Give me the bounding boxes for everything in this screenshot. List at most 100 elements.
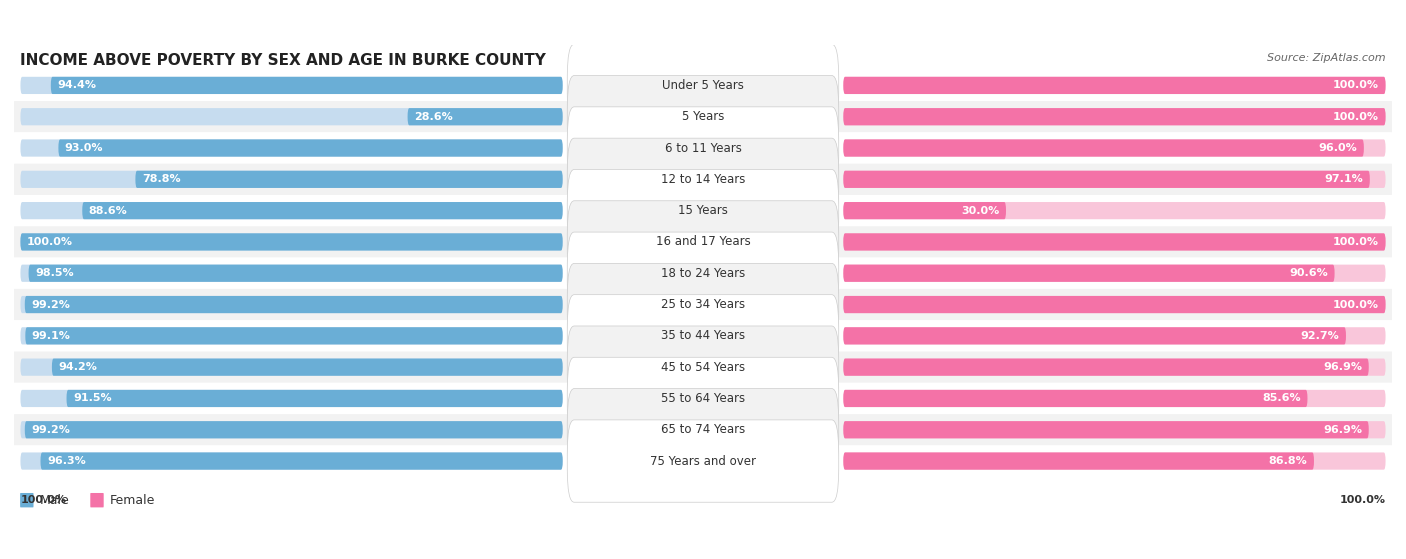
Text: 86.8%: 86.8% (1268, 456, 1308, 466)
FancyBboxPatch shape (844, 170, 1385, 188)
FancyBboxPatch shape (51, 77, 562, 94)
Text: 100.0%: 100.0% (1333, 237, 1379, 247)
Text: 96.3%: 96.3% (46, 456, 86, 466)
Text: 98.5%: 98.5% (35, 268, 73, 278)
Text: 100.0%: 100.0% (1333, 80, 1379, 91)
FancyBboxPatch shape (21, 233, 562, 250)
FancyBboxPatch shape (21, 296, 562, 313)
FancyBboxPatch shape (21, 139, 562, 157)
FancyBboxPatch shape (844, 77, 1385, 94)
FancyBboxPatch shape (567, 232, 839, 314)
FancyBboxPatch shape (844, 421, 1385, 438)
Text: 99.2%: 99.2% (31, 425, 70, 435)
FancyBboxPatch shape (844, 233, 1385, 250)
FancyBboxPatch shape (844, 452, 1315, 470)
FancyBboxPatch shape (567, 357, 839, 439)
FancyBboxPatch shape (844, 358, 1385, 376)
Text: 16 and 17 Years: 16 and 17 Years (655, 235, 751, 248)
FancyBboxPatch shape (21, 264, 562, 282)
Text: 100.0%: 100.0% (1340, 495, 1385, 505)
FancyBboxPatch shape (14, 258, 1392, 289)
Text: 28.6%: 28.6% (413, 112, 453, 122)
Text: Source: ZipAtlas.com: Source: ZipAtlas.com (1267, 53, 1385, 63)
FancyBboxPatch shape (844, 108, 1385, 125)
FancyBboxPatch shape (21, 233, 562, 250)
FancyBboxPatch shape (844, 264, 1334, 282)
Text: 96.9%: 96.9% (1323, 362, 1362, 372)
FancyBboxPatch shape (844, 296, 1385, 313)
Text: 100.0%: 100.0% (21, 495, 66, 505)
FancyBboxPatch shape (844, 264, 1385, 282)
FancyBboxPatch shape (844, 139, 1364, 157)
Text: 100.0%: 100.0% (27, 237, 73, 247)
FancyBboxPatch shape (14, 195, 1392, 226)
Text: Under 5 Years: Under 5 Years (662, 79, 744, 92)
FancyBboxPatch shape (567, 107, 839, 189)
FancyBboxPatch shape (844, 390, 1308, 407)
Text: 94.4%: 94.4% (58, 80, 96, 91)
FancyBboxPatch shape (14, 226, 1392, 258)
FancyBboxPatch shape (844, 139, 1385, 157)
FancyBboxPatch shape (14, 414, 1392, 446)
FancyBboxPatch shape (844, 390, 1385, 407)
FancyBboxPatch shape (28, 264, 562, 282)
FancyBboxPatch shape (52, 358, 562, 376)
Text: 92.7%: 92.7% (1301, 331, 1340, 341)
Text: 30.0%: 30.0% (962, 206, 1000, 216)
Text: Female: Female (110, 494, 155, 506)
Text: 85.6%: 85.6% (1263, 394, 1301, 404)
FancyBboxPatch shape (844, 233, 1385, 250)
Text: 18 to 24 Years: 18 to 24 Years (661, 267, 745, 280)
Text: 100.0%: 100.0% (1333, 112, 1379, 122)
FancyBboxPatch shape (21, 77, 562, 94)
Text: 99.1%: 99.1% (32, 331, 70, 341)
Text: INCOME ABOVE POVERTY BY SEX AND AGE IN BURKE COUNTY: INCOME ABOVE POVERTY BY SEX AND AGE IN B… (21, 53, 547, 68)
FancyBboxPatch shape (844, 108, 1385, 125)
Text: 99.2%: 99.2% (31, 300, 70, 310)
FancyBboxPatch shape (90, 493, 104, 508)
FancyBboxPatch shape (567, 169, 839, 252)
Text: 15 Years: 15 Years (678, 204, 728, 217)
Text: 55 to 64 Years: 55 to 64 Years (661, 392, 745, 405)
FancyBboxPatch shape (567, 326, 839, 408)
FancyBboxPatch shape (135, 170, 562, 188)
FancyBboxPatch shape (567, 389, 839, 471)
FancyBboxPatch shape (844, 421, 1369, 438)
FancyBboxPatch shape (25, 296, 562, 313)
FancyBboxPatch shape (14, 164, 1392, 195)
Text: Male: Male (39, 494, 69, 506)
FancyBboxPatch shape (844, 358, 1369, 376)
FancyBboxPatch shape (14, 383, 1392, 414)
Text: 5 Years: 5 Years (682, 110, 724, 123)
FancyBboxPatch shape (21, 452, 562, 470)
FancyBboxPatch shape (567, 201, 839, 283)
FancyBboxPatch shape (844, 170, 1369, 188)
Text: 25 to 34 Years: 25 to 34 Years (661, 298, 745, 311)
FancyBboxPatch shape (844, 296, 1385, 313)
FancyBboxPatch shape (14, 352, 1392, 383)
FancyBboxPatch shape (21, 421, 562, 438)
Text: 93.0%: 93.0% (65, 143, 103, 153)
Text: 90.6%: 90.6% (1289, 268, 1329, 278)
FancyBboxPatch shape (844, 452, 1385, 470)
FancyBboxPatch shape (20, 493, 34, 508)
Text: 96.9%: 96.9% (1323, 425, 1362, 435)
FancyBboxPatch shape (14, 132, 1392, 164)
Text: 12 to 14 Years: 12 to 14 Years (661, 173, 745, 186)
FancyBboxPatch shape (567, 75, 839, 158)
FancyBboxPatch shape (844, 202, 1385, 219)
FancyBboxPatch shape (408, 108, 562, 125)
Text: 88.6%: 88.6% (89, 206, 128, 216)
FancyBboxPatch shape (21, 108, 562, 125)
FancyBboxPatch shape (25, 421, 562, 438)
Text: 78.8%: 78.8% (142, 174, 180, 184)
FancyBboxPatch shape (41, 452, 562, 470)
FancyBboxPatch shape (21, 170, 562, 188)
FancyBboxPatch shape (66, 390, 562, 407)
FancyBboxPatch shape (567, 44, 839, 126)
FancyBboxPatch shape (844, 202, 1007, 219)
Text: 91.5%: 91.5% (73, 394, 111, 404)
Text: 45 to 54 Years: 45 to 54 Years (661, 361, 745, 373)
FancyBboxPatch shape (21, 327, 562, 344)
FancyBboxPatch shape (14, 289, 1392, 320)
